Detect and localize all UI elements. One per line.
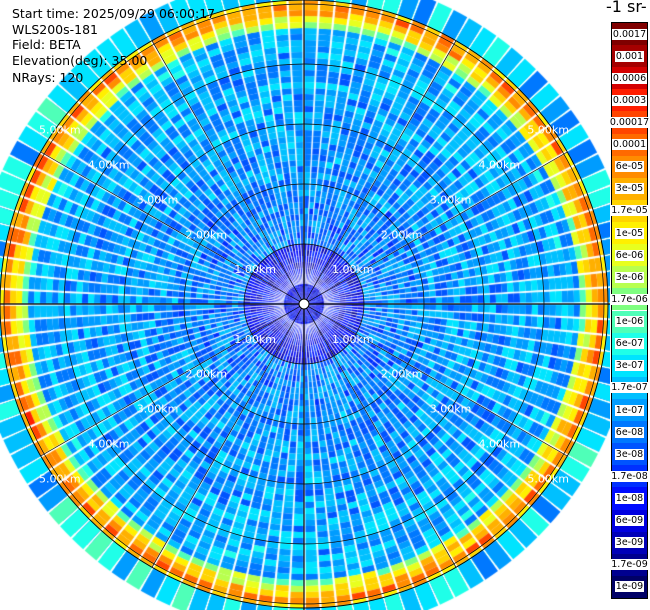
range-ring-labels: 1.00km 1.00km 1.00km 1.00km 2.00km 2.00km 2.00… xyxy=(39,124,569,486)
azimuth-line xyxy=(303,40,457,305)
colorbar-cell: 3e-09 xyxy=(612,531,647,554)
start-time-label: Start time: 2025/09/29 06:00:17 xyxy=(12,6,216,21)
colorbar-tick-label: 3e-05 xyxy=(614,183,645,195)
range-ring-label: 4.00km xyxy=(479,437,521,450)
colorbar-tick-label: 1.7e-09 xyxy=(610,559,649,571)
colorbar-tick-label: 1e-07 xyxy=(614,404,645,416)
colorbar-cell: 1e-09 xyxy=(612,575,647,598)
center-marker xyxy=(298,298,310,310)
azimuth-line xyxy=(40,303,305,457)
colorbar-tick-label: 3e-06 xyxy=(614,271,645,283)
colorbar-cell: 0.00017 xyxy=(608,111,650,134)
colorbar-tick-label: 0.0003 xyxy=(611,94,648,106)
colorbar-cell: 6e-09 xyxy=(612,509,647,532)
colorbar-cell: 3e-05 xyxy=(612,177,647,200)
colorbar-cell: 3e-06 xyxy=(612,266,647,289)
colorbar-tick-label: 3e-08 xyxy=(614,448,645,460)
colorbar-cell: 0.0003 xyxy=(611,89,648,112)
range-ring-label: 1.00km xyxy=(234,263,276,276)
range-ring-label: 3.00km xyxy=(137,403,179,416)
colorbar-tick-label: 6e-05 xyxy=(614,161,645,173)
colorbar-tick-label: 6e-08 xyxy=(614,426,645,438)
colorbar-tick-label: 0.001 xyxy=(614,50,645,62)
colorbar-tick-label: 6e-09 xyxy=(614,515,645,527)
range-ring-label: 5.00km xyxy=(527,472,569,485)
azimuth-line xyxy=(303,303,568,457)
colorbar-tick-label: 3e-07 xyxy=(614,360,645,372)
colorbar-cell: 0.0006 xyxy=(611,67,648,90)
colorbar-tick-label: 0.0017 xyxy=(611,28,648,40)
range-ring-label: 3.00km xyxy=(430,193,472,206)
colorbar-tick-label: 0.0001 xyxy=(611,139,648,151)
range-ring-label: 5.00km xyxy=(39,124,81,137)
azimuth-line xyxy=(151,40,305,305)
range-ring-label: 2.00km xyxy=(381,228,423,241)
colorbar-tick-label: 1e-08 xyxy=(614,492,645,504)
azimuth-line xyxy=(40,151,305,305)
colorbar-cell: 6e-06 xyxy=(612,244,647,267)
colorbar-cell: 6e-05 xyxy=(612,155,647,178)
range-ring-label: 5.00km xyxy=(527,124,569,137)
colorbar-cell: 1e-07 xyxy=(612,398,647,422)
colorbar-cell: 1.7e-08 xyxy=(610,465,649,488)
colorbar-cell: 1.7e-07 xyxy=(610,376,649,399)
elevation-label: Elevation(deg): 35.00 xyxy=(12,53,148,68)
colorbar-tick-label: 6e-07 xyxy=(614,338,645,350)
instrument-label: WLS200s-181 xyxy=(12,22,98,37)
colorbar-cell: 3e-08 xyxy=(612,443,647,466)
colorbar-title: -1 sr- xyxy=(606,0,647,16)
colorbar-tick-label: 1e-09 xyxy=(614,581,645,593)
nrays-label: NRays: 120 xyxy=(12,70,84,85)
colorbar-tick-label: 1e-06 xyxy=(614,316,645,328)
colorbar-tick-label: 1.7e-07 xyxy=(610,382,649,394)
colorbar-tick-label: 1.7e-05 xyxy=(610,205,649,217)
range-ring-label: 5.00km xyxy=(39,472,81,485)
range-ring-label: 2.00km xyxy=(186,228,228,241)
colorbar-tick-label: 1.7e-08 xyxy=(610,470,649,482)
azimuth-line xyxy=(303,151,568,305)
colorbar-cell: 6e-07 xyxy=(612,332,647,355)
colorbar-tick-label: 0.00017 xyxy=(608,117,650,128)
colorbar-cell: 3e-07 xyxy=(612,354,647,377)
range-ring-label: 4.00km xyxy=(88,437,130,450)
range-ring-label: 2.00km xyxy=(186,368,228,381)
colorbar: 0.0017 0.001 0.0006 0.0003 0.00017 0.0001 6e-0… xyxy=(608,22,650,599)
range-ring-label: 3.00km xyxy=(430,403,472,416)
range-ring-label: 1.00km xyxy=(332,263,374,276)
colorbar-tick-label: 3e-09 xyxy=(614,537,645,549)
colorbar-cell: 0.0001 xyxy=(611,133,648,156)
range-ring-label: 2.00km xyxy=(381,368,423,381)
range-ring-label: 4.00km xyxy=(479,159,521,172)
ppi-overlay: 1.00km 1.00km 1.00km 1.00km 2.00km 2.00km 2.00… xyxy=(0,0,610,610)
colorbar-cell: 6e-08 xyxy=(612,421,647,444)
range-ring-label: 4.00km xyxy=(88,159,130,172)
colorbar-cell: 0.0017 xyxy=(611,23,648,46)
range-ring-label: 1.00km xyxy=(234,333,276,346)
colorbar-cell: 1e-05 xyxy=(612,222,647,245)
range-ring-label: 3.00km xyxy=(137,193,179,206)
colorbar-cell: 1.7e-05 xyxy=(610,199,649,223)
field-label: Field: BETA xyxy=(12,37,81,52)
colorbar-cell: 1e-08 xyxy=(612,487,647,510)
colorbar-cell: 1e-06 xyxy=(612,310,647,333)
colorbar-tick-label: 6e-06 xyxy=(614,249,645,261)
colorbar-tick-label: 0.0006 xyxy=(611,72,648,84)
azimuth-line xyxy=(303,303,457,568)
colorbar-cell: 1.7e-06 xyxy=(610,288,649,311)
colorbar-cell: 1.7e-09 xyxy=(610,553,649,576)
range-ring-label: 1.00km xyxy=(332,333,374,346)
colorbar-tick-label: 1e-05 xyxy=(614,227,645,239)
grid-lines xyxy=(0,0,610,610)
colorbar-tick-label: 1.7e-06 xyxy=(610,293,649,305)
colorbar-cell: 0.001 xyxy=(612,45,647,68)
azimuth-line xyxy=(151,303,305,568)
